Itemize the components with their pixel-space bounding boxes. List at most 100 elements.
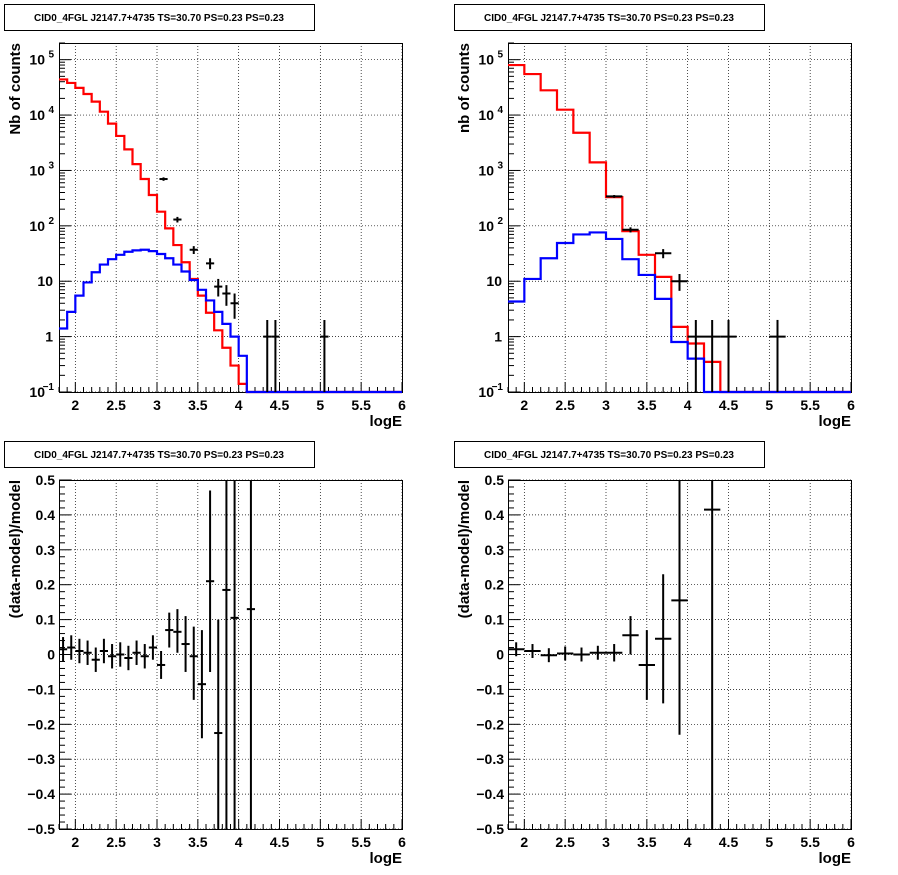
data-point bbox=[230, 480, 239, 829]
y-tick-label: 0.1 bbox=[485, 612, 505, 628]
data-point bbox=[214, 278, 223, 297]
x-tick-label: 5 bbox=[765, 397, 773, 413]
data-point bbox=[671, 274, 688, 291]
y-tick-label: −0.4 bbox=[476, 786, 504, 802]
data-point bbox=[173, 216, 182, 223]
x-tick-label: 6 bbox=[398, 397, 406, 413]
data-point bbox=[320, 319, 329, 392]
x-tick-label: 5.5 bbox=[800, 397, 820, 413]
data-point bbox=[173, 609, 182, 653]
x-tick-label: 2 bbox=[520, 834, 528, 850]
x-tick-label: 2.5 bbox=[555, 834, 575, 850]
x-tick-label: 3 bbox=[153, 834, 161, 850]
y-tick-label: 10 bbox=[29, 52, 45, 68]
data-point bbox=[589, 645, 606, 660]
y-tick-label: 10 bbox=[29, 162, 45, 178]
title-box bbox=[4, 4, 315, 31]
x-tick-label: 6 bbox=[847, 834, 855, 850]
x-tick-label: 2 bbox=[71, 834, 79, 850]
y-tick-label: 10 bbox=[29, 218, 45, 234]
x-tick-label: 6 bbox=[847, 397, 855, 413]
y-tick-label: −0.3 bbox=[476, 751, 504, 767]
y-tick-label: 1 bbox=[45, 329, 53, 345]
x-tick-label: 3.5 bbox=[637, 397, 657, 413]
y-tick-label: 10 bbox=[486, 273, 502, 289]
y-tick-exponent: 4 bbox=[497, 105, 503, 116]
x-tick-label: 6 bbox=[398, 834, 406, 850]
histogram-series bbox=[59, 248, 402, 394]
x-axis-title: logE bbox=[819, 850, 852, 867]
y-tick-label: 0.4 bbox=[485, 507, 505, 523]
x-tick-label: 2 bbox=[520, 397, 528, 413]
data-point bbox=[165, 612, 174, 648]
chart-panel-2: CID0_4FGL J2147.7+4735 TS=30.70 PS=0.23 … bbox=[454, 4, 855, 430]
data-point bbox=[704, 480, 721, 829]
plot-frame bbox=[508, 43, 852, 393]
chart-title: CID0_4FGL J2147.7+4735 TS=30.70 PS=0.23 … bbox=[34, 13, 284, 24]
title-box bbox=[4, 441, 315, 468]
data-point bbox=[606, 195, 623, 198]
data-point bbox=[622, 227, 639, 233]
chart-title: CID0_4FGL J2147.7+4735 TS=30.70 PS=0.23 … bbox=[484, 13, 734, 24]
data-point bbox=[83, 640, 92, 665]
y-tick-label: 0.4 bbox=[36, 507, 56, 523]
y-tick-label: −0.4 bbox=[27, 786, 55, 802]
x-tick-label: 5 bbox=[316, 397, 324, 413]
y-tick-label: 10 bbox=[37, 273, 53, 289]
data-point bbox=[206, 258, 215, 270]
data-point bbox=[99, 638, 108, 664]
chart-title: CID0_4FGL J2147.7+4735 TS=30.70 PS=0.23 … bbox=[34, 450, 284, 461]
x-tick-label: 4 bbox=[684, 397, 692, 413]
plot-frame bbox=[59, 480, 403, 830]
x-tick-label: 4.5 bbox=[719, 834, 739, 850]
data-point bbox=[557, 646, 574, 661]
data-point bbox=[263, 319, 272, 392]
y-tick-label: 0.5 bbox=[485, 472, 505, 488]
y-tick-label: 10 bbox=[29, 384, 45, 400]
data-point bbox=[132, 640, 141, 665]
y-axis-title: (data-model)/model bbox=[7, 480, 24, 618]
x-tick-label: 5 bbox=[765, 834, 773, 850]
x-tick-label: 4.5 bbox=[270, 397, 290, 413]
y-tick-label: 10 bbox=[478, 162, 494, 178]
data-point bbox=[524, 644, 541, 658]
y-tick-label: −0.2 bbox=[27, 716, 55, 732]
x-axis-title: logE bbox=[819, 413, 852, 430]
data-point bbox=[140, 644, 149, 669]
grid bbox=[508, 43, 852, 393]
data-point bbox=[271, 319, 280, 392]
histogram-series bbox=[59, 78, 402, 394]
data-point bbox=[573, 647, 590, 662]
data-point bbox=[206, 490, 215, 672]
grid bbox=[59, 479, 403, 830]
data-point bbox=[59, 637, 68, 662]
x-axis-title: logE bbox=[370, 413, 403, 430]
x-tick-label: 5.5 bbox=[351, 397, 371, 413]
y-tick-label: 0.2 bbox=[36, 577, 56, 593]
data-point bbox=[108, 644, 117, 669]
data-point bbox=[540, 648, 557, 663]
data-point bbox=[606, 644, 623, 662]
data-point bbox=[159, 177, 168, 181]
y-tick-exponent: −1 bbox=[492, 382, 504, 393]
y-tick-label: −0.5 bbox=[27, 821, 55, 837]
x-tick-label: 5.5 bbox=[351, 834, 371, 850]
x-tick-label: 4 bbox=[235, 397, 243, 413]
data-point bbox=[67, 635, 76, 660]
data-point bbox=[148, 635, 157, 660]
y-tick-label: 0.1 bbox=[36, 612, 56, 628]
y-tick-label: 0.2 bbox=[485, 577, 505, 593]
chart-title: CID0_4FGL J2147.7+4735 TS=30.70 PS=0.23 … bbox=[484, 450, 734, 461]
x-tick-label: 2.5 bbox=[106, 834, 126, 850]
x-tick-label: 3 bbox=[153, 397, 161, 413]
chart-panel-4: CID0_4FGL J2147.7+4735 TS=30.70 PS=0.23 … bbox=[454, 441, 855, 867]
y-tick-exponent: 5 bbox=[48, 50, 54, 61]
data-point bbox=[222, 480, 231, 829]
data-point bbox=[622, 616, 639, 655]
y-axis-title: nb of counts bbox=[456, 43, 473, 133]
y-tick-label: 10 bbox=[478, 107, 494, 123]
x-tick-label: 4 bbox=[684, 834, 692, 850]
x-tick-label: 3.5 bbox=[637, 834, 657, 850]
data-point bbox=[124, 645, 133, 671]
